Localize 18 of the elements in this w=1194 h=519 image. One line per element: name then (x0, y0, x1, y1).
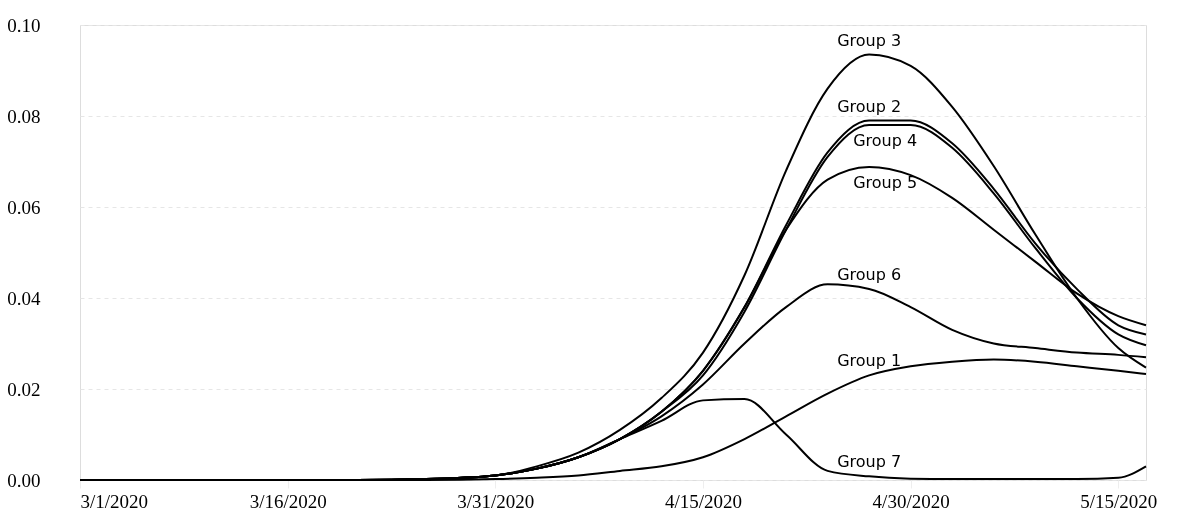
y-tick-label: 0.00 (7, 469, 41, 491)
x-tick-label: 3/1/2020 (80, 490, 149, 512)
series-label: Group 2 (837, 96, 902, 116)
y-tick-label: 0.10 (7, 14, 41, 36)
x-tick-label: 3/31/2020 (457, 490, 535, 512)
x-tick-label: 4/30/2020 (872, 490, 950, 512)
series-label: Group 7 (837, 452, 902, 472)
x-tick-label: 4/15/2020 (664, 490, 743, 512)
x-tick-label: 5/15/2020 (1080, 490, 1158, 512)
series-label: Group 6 (837, 264, 902, 284)
y-tick-label: 0.06 (7, 196, 41, 218)
y-tick-label: 0.04 (7, 287, 41, 309)
y-tick-label: 0.08 (7, 105, 41, 127)
series-label: Group 1 (837, 351, 902, 371)
series-label: Group 4 (853, 131, 918, 151)
x-tick-label: 3/16/2020 (249, 490, 327, 512)
y-tick-label: 0.02 (7, 378, 41, 400)
series-label: Group 3 (837, 30, 902, 50)
